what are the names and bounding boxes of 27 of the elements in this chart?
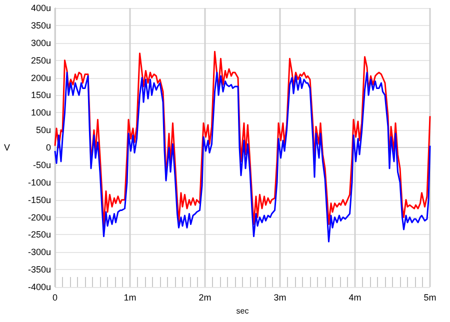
x-tick-label: 4m [348,292,362,302]
x-tick-label: 3m [274,292,286,302]
y-tick-label: 200u [30,72,51,83]
x-tick-label: 0 [52,292,58,302]
line-series [54,72,431,242]
y-tick-label: -350u [28,264,51,275]
x-tick-label: 5m [424,292,436,302]
y-tick-label: 350u [30,20,51,30]
y-tick-label: -50u [32,160,51,170]
x-tick-label: 2m [198,292,212,302]
y-tick-label: -300u [28,247,51,258]
x-axis-title: sec [236,306,249,316]
y-tick-label: -250u [28,230,51,240]
y-tick-label: 150u [30,90,51,100]
y-tick-label: -150u [28,194,51,205]
line-series [54,50,431,227]
y-tick-label: 400u [30,3,51,13]
y-tick-label: 50u [36,125,51,136]
y-tick-label: 100u [30,108,51,118]
y-tick-label: -200u [28,212,51,222]
y-axis-title: V [4,142,10,152]
y-tick-label: 250u [30,55,51,66]
y-tick-label: -400u [28,282,51,292]
y-tick-label: 300u [30,38,51,48]
y-tick-label: -100u [28,177,51,188]
x-tick-label: 1m [124,292,136,302]
y-tick-label: 0 [46,142,51,152]
